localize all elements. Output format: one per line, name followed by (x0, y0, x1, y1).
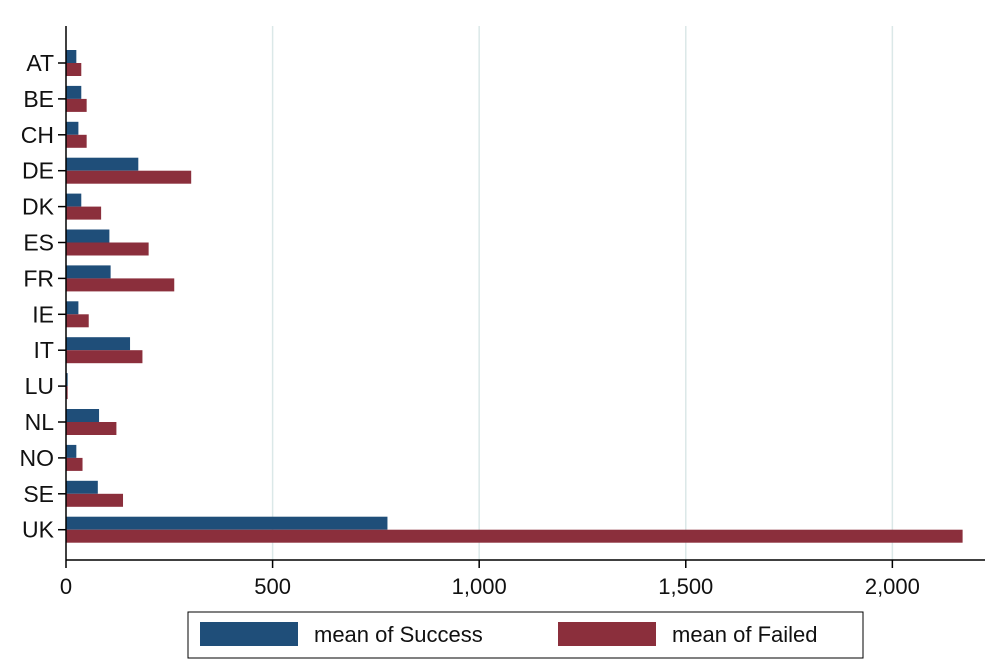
bar-failed-uk (66, 529, 963, 543)
category-label: CH (21, 122, 54, 148)
bar-failed-lu (66, 386, 68, 400)
bar-success-be (66, 85, 82, 99)
grid-lines (271, 26, 894, 560)
bar-failed-dk (66, 206, 102, 220)
bar-success-no (66, 444, 77, 458)
bar-success-lu (66, 373, 68, 387)
bar-success-es (66, 229, 110, 243)
legend-swatch-success (200, 622, 298, 646)
category-label: BE (23, 86, 54, 112)
bar-failed-nl (66, 422, 117, 435)
category-label: NO (20, 445, 55, 471)
legend-box (187, 611, 864, 659)
x-tick-label: 500 (254, 574, 291, 599)
x-tick-labels: 0 500 1,000 1,500 2,000 (60, 560, 920, 599)
category-label: DE (22, 158, 54, 184)
bar-failed-at (66, 63, 82, 76)
category-label: UK (22, 517, 55, 543)
bar-success-at (66, 50, 77, 63)
x-tick-label: 0 (60, 574, 72, 599)
legend-label-success: mean of Success (314, 622, 483, 647)
category-label: ES (23, 230, 54, 256)
x-tick-label: 1,500 (658, 574, 713, 599)
bar-success-de (66, 157, 139, 171)
category-label: AT (26, 50, 54, 76)
bar-failed-it (66, 350, 143, 364)
bar-success-it (66, 337, 131, 351)
bar-success-uk (66, 516, 388, 530)
bar-failed-es (66, 242, 149, 256)
bar-success-se (66, 480, 98, 494)
bar-success-nl (66, 409, 100, 422)
category-label: LU (25, 373, 54, 399)
legend-label-failed: mean of Failed (672, 622, 818, 647)
bar-failed-ch (66, 134, 87, 148)
bar-failed-de (66, 170, 192, 184)
category-label: FR (23, 265, 54, 291)
bars (66, 50, 963, 543)
category-labels: AT BE CH DE DK ES FR IE IT LU NL NO SE UK (20, 50, 66, 543)
bar-failed-be (66, 98, 87, 112)
legend: mean of Success mean of Failed (187, 611, 864, 659)
bar-failed-se (66, 493, 124, 507)
bar-success-ch (66, 121, 79, 135)
category-label: SE (23, 481, 54, 507)
axes (65, 26, 985, 561)
bar-success-fr (66, 265, 111, 279)
bar-failed-fr (66, 278, 175, 292)
bar-success-ie (66, 301, 79, 315)
bar-success-dk (66, 193, 82, 207)
bar-failed-no (66, 457, 83, 471)
category-label: IT (34, 337, 54, 363)
category-label: DK (22, 194, 55, 220)
legend-swatch-failed (558, 622, 656, 646)
x-tick-label: 2,000 (865, 574, 920, 599)
bar-failed-ie (66, 314, 89, 328)
category-label: IE (32, 301, 54, 327)
x-tick-label: 1,000 (452, 574, 507, 599)
category-label: NL (25, 409, 55, 435)
